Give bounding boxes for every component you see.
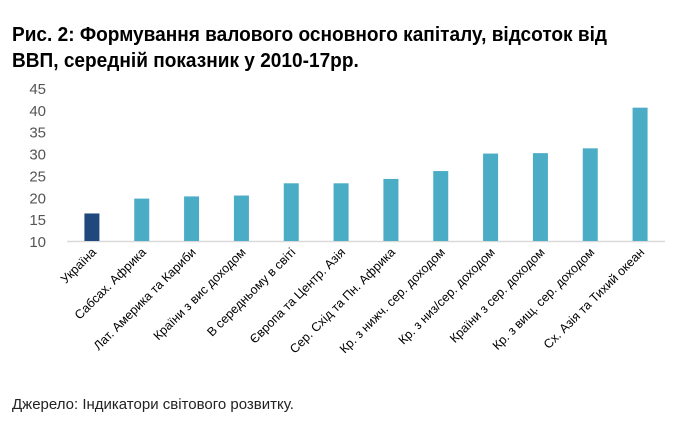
y-tick-label: 25 [29, 168, 46, 185]
y-tick-label: 45 [29, 81, 46, 98]
bar [184, 196, 200, 241]
x-tick-label: В середньому в світі [204, 245, 298, 339]
bar [333, 183, 349, 241]
bar [84, 213, 100, 241]
bar [283, 183, 299, 241]
bar [134, 198, 150, 241]
bar [582, 148, 598, 241]
bar [483, 153, 499, 241]
x-tick-label: Європа та Центр. Азія [247, 245, 348, 346]
y-tick-label: 20 [29, 190, 46, 207]
y-tick-label: 35 [29, 125, 46, 142]
y-tick-label: 30 [29, 147, 46, 164]
bar [233, 195, 249, 241]
x-tick-label: Лат. Америка та Кариби [91, 245, 199, 353]
bar [433, 171, 449, 241]
bar [383, 178, 399, 241]
x-tick-label: Кр. з низ/сер. доходом [396, 245, 498, 347]
source-note: Джерело: Індикатори світового розвитку. [12, 396, 294, 413]
x-tick-label: Країни з вис доходом [151, 245, 249, 343]
x-tick-label: Сх. Азія та Тихий океан [541, 245, 647, 351]
x-tick-label: Кр. з вищ. сер. доходом [490, 245, 598, 353]
bar [632, 107, 648, 242]
bar [532, 153, 548, 241]
chart-title: Рис. 2: Формування валового основного ка… [12, 23, 608, 72]
y-tick-label: 10 [29, 234, 46, 251]
x-tick-label: Україна [58, 245, 99, 286]
y-tick-label: 15 [29, 212, 46, 229]
x-tick-label: Країни з сер. доходом [447, 245, 547, 345]
y-tick-label: 40 [29, 103, 46, 120]
